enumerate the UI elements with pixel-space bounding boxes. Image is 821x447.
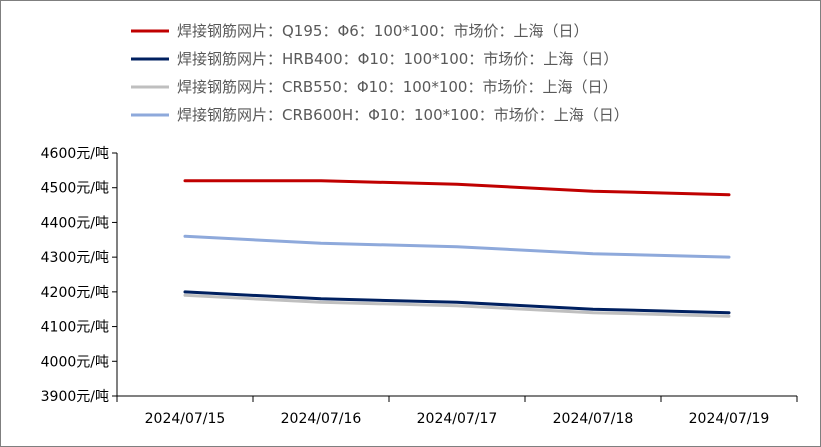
- series-line-1: [183, 179, 731, 197]
- y-tick-label: 4300元/吨: [41, 250, 109, 266]
- legend: 焊接钢筋网片：Q195：Φ6：100*100：市场价：上海（日） 焊接钢筋网片：H…: [131, 22, 629, 124]
- x-tick-label: 2024/07/19: [689, 411, 770, 427]
- y-tick-label: 3900元/吨: [41, 389, 109, 405]
- y-tick-label: 4600元/吨: [41, 146, 109, 162]
- x-tick-label: 2024/07/15: [145, 411, 226, 427]
- legend-label-3: 焊接钢筋网片：CRB550：Φ10：100*100：市场价：上海（日）: [177, 78, 617, 96]
- y-tick-label: 4000元/吨: [41, 354, 109, 370]
- series-line-2: [183, 290, 731, 315]
- y-tick-label: 4100元/吨: [41, 320, 109, 336]
- y-tick-label: 4400元/吨: [41, 215, 109, 231]
- series-line-4: [183, 234, 731, 259]
- y-tick-label: 4500元/吨: [41, 181, 109, 197]
- legend-label-4: 焊接钢筋网片：CRB600H：Φ10：100*100：市场价：上海（日）: [177, 106, 629, 124]
- series-line-3: [183, 293, 731, 318]
- series-lines: [183, 179, 731, 318]
- x-tick-label: 2024/07/17: [417, 411, 498, 427]
- legend-label-2: 焊接钢筋网片：HRB400：Φ10：100*100：市场价：上海（日）: [177, 50, 618, 68]
- y-tick-label: 4200元/吨: [41, 285, 109, 301]
- axes: 4600元/吨 4500元/吨 4400元/吨 4300元/吨 4200元/吨 4100元…: [41, 146, 798, 427]
- legend-label-1: 焊接钢筋网片：Q195：Φ6：100*100：市场价：上海（日）: [177, 22, 589, 40]
- x-tick-label: 2024/07/16: [281, 411, 362, 427]
- x-tick-label: 2024/07/18: [553, 411, 634, 427]
